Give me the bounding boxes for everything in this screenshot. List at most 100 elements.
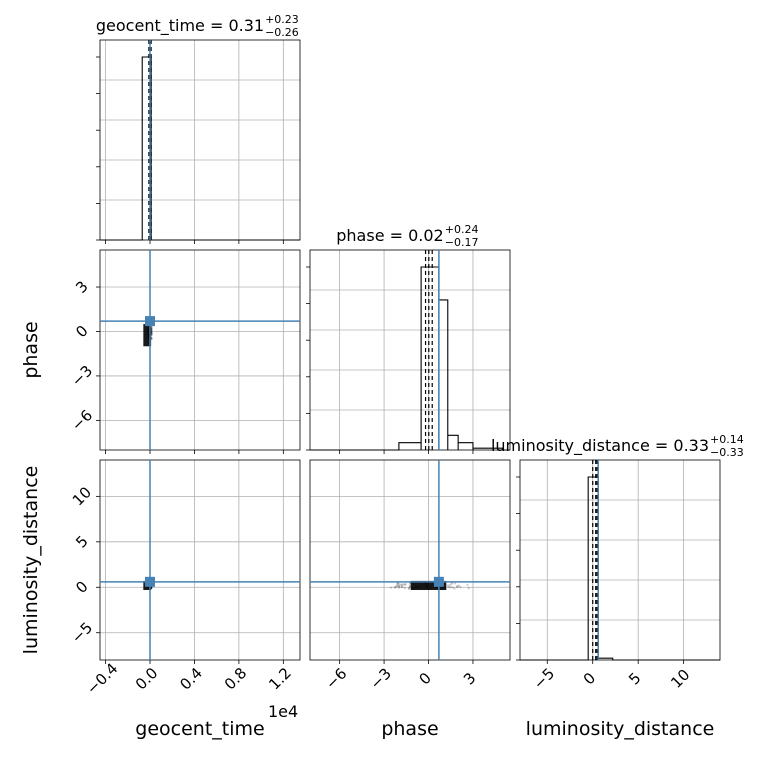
- sample-point: [459, 585, 462, 589]
- title-sub: −0.33: [710, 446, 744, 459]
- panel-frame: [309, 249, 511, 451]
- sample-point: [466, 583, 469, 587]
- sample-point: [395, 585, 399, 588]
- sample-point: [455, 585, 459, 588]
- sample-point: [407, 587, 411, 590]
- y-tick-label: 5: [72, 532, 91, 551]
- histogram-geocent_time: [100, 56, 300, 241]
- panel-title-luminosity_distance: luminosity_distance = 0.33 +0.14−0.33: [491, 433, 744, 459]
- offset-text: 1e4: [268, 702, 298, 721]
- panel-title-phase: phase = 0.02 +0.24−0.17: [336, 223, 478, 249]
- x-tick-label: 3: [460, 669, 479, 688]
- sample-point: [397, 585, 401, 588]
- x-tick-label: 10: [667, 666, 693, 692]
- sample-point: [449, 583, 452, 587]
- sample-point: [446, 584, 450, 587]
- sample-point: [453, 587, 456, 590]
- title-text: geocent_time = 0.31: [96, 16, 264, 36]
- truth-marker: [145, 576, 155, 587]
- sample-point: [467, 587, 470, 590]
- panel-frame: [519, 459, 721, 661]
- x-axis-label: luminosity_distance: [526, 718, 715, 740]
- panel-2-1: [309, 459, 511, 661]
- panel-frame: [309, 459, 511, 661]
- panel-0-0: [96, 39, 301, 241]
- panel-frame: [99, 249, 301, 451]
- y-tick-label: 0: [72, 578, 91, 597]
- x-tick-label: 0: [415, 669, 434, 688]
- y-tick-label: 3: [72, 277, 91, 296]
- sample-point: [455, 586, 459, 589]
- x-tick-label: −0.4: [83, 659, 121, 697]
- panel-2-2: [516, 459, 721, 661]
- histogram-phase: [310, 266, 510, 451]
- sample-point: [402, 582, 405, 586]
- sample-point: [451, 586, 454, 589]
- truth-marker: [433, 576, 444, 587]
- title-sup: +0.23: [265, 13, 299, 26]
- sample-point: [150, 327, 153, 330]
- sample-point: [389, 586, 393, 589]
- x-axis-label: geocent_time: [135, 718, 264, 740]
- sample-point: [397, 585, 401, 588]
- sample-point: [449, 586, 452, 589]
- x-axis-label: phase: [381, 718, 438, 740]
- density-core: [410, 580, 447, 590]
- panel-2-0: −5 0 5 10 luminosity_distance: [20, 459, 301, 661]
- x-tick-label: −6: [322, 665, 350, 693]
- sample-point: [400, 585, 404, 589]
- y-tick-label: 0: [72, 322, 91, 341]
- sample-point: [453, 582, 457, 585]
- sample-point: [150, 333, 154, 336]
- sample-point: [399, 583, 402, 586]
- density-core: [143, 324, 152, 347]
- sample-point: [393, 586, 397, 589]
- title-sub: −0.17: [445, 236, 479, 249]
- sample-point: [396, 582, 400, 586]
- sample-point: [400, 585, 404, 588]
- title-text: luminosity_distance = 0.33: [491, 436, 709, 456]
- x-tick-label: 1.2: [265, 664, 295, 694]
- sample-point: [395, 584, 398, 587]
- sample-point: [408, 585, 412, 588]
- y-axis-label: luminosity_distance: [20, 466, 42, 655]
- title-sub: −0.26: [265, 26, 299, 39]
- histogram-luminosity_distance: [520, 476, 720, 661]
- x-tick-label: 0.0: [132, 664, 162, 694]
- y-axis-label: phase: [20, 321, 42, 378]
- sample-point: [150, 329, 153, 332]
- sample-point: [403, 583, 406, 587]
- panel-title-geocent_time: geocent_time = 0.31 +0.23−0.26: [96, 13, 299, 39]
- sample-point: [407, 587, 411, 590]
- x-tick-label: 0.8: [221, 664, 251, 694]
- y-tick-label: 10: [69, 483, 95, 509]
- panel-frame: [99, 459, 301, 661]
- x-tick-label: 0: [580, 669, 599, 688]
- y-tick-label: −5: [68, 619, 96, 647]
- x-tick-label: −5: [530, 665, 558, 693]
- y-tick-label: −3: [68, 362, 96, 390]
- x-tick-label: −3: [367, 665, 395, 693]
- sample-point: [400, 583, 404, 587]
- sample-point: [403, 586, 407, 590]
- title-sup: +0.24: [445, 223, 479, 236]
- sample-point: [457, 584, 460, 587]
- panel-1-0: −6 −3 0 3 phase: [20, 249, 301, 451]
- x-tick-label: 5: [625, 669, 644, 688]
- sample-point: [397, 582, 400, 586]
- x-tick-label: 0.4: [176, 664, 206, 694]
- panel-frame: [99, 39, 301, 241]
- y-tick-label: −6: [68, 406, 96, 434]
- title-text: phase = 0.02: [336, 226, 443, 245]
- sample-point: [408, 584, 412, 587]
- title-sup: +0.14: [710, 433, 744, 446]
- sample-point: [447, 585, 450, 589]
- sample-point: [397, 586, 401, 589]
- truth-marker: [145, 316, 155, 327]
- sample-point: [150, 331, 153, 334]
- sample-point: [394, 585, 397, 589]
- sample-point: [450, 582, 453, 585]
- panel-1-1: [306, 249, 511, 451]
- sample-point: [404, 582, 407, 586]
